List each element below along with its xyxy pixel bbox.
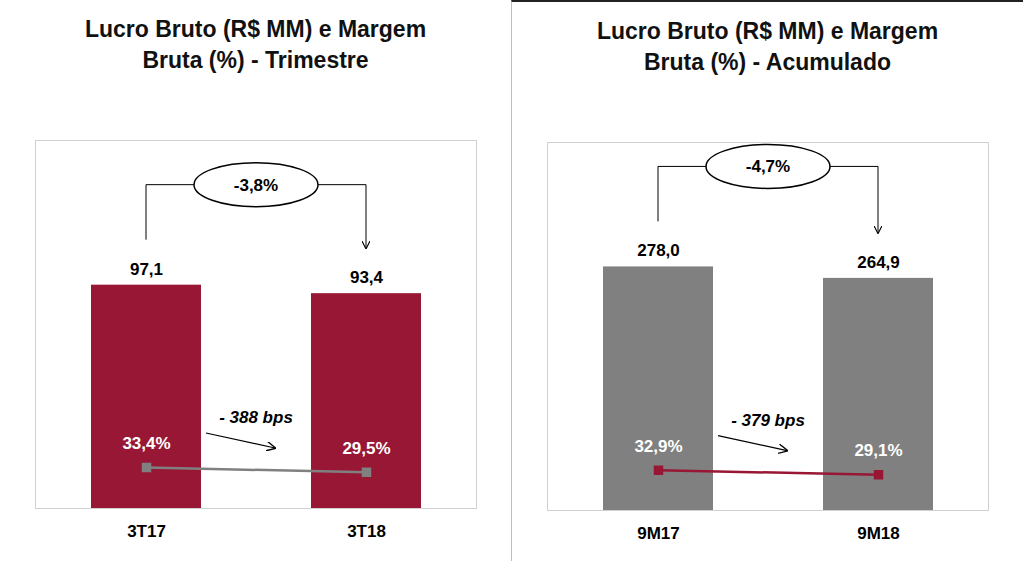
svg-text:32,9%: 32,9% [634, 437, 682, 456]
svg-text:264,9: 264,9 [857, 253, 900, 272]
svg-text:33,4%: 33,4% [122, 434, 170, 453]
html-text:Lucro Bruto (R$ MM) e Margem B: Lucro Bruto (R$ MM) e Margem Bruta (%) -… [84, 16, 427, 73]
svg-text:29,1%: 29,1% [854, 441, 902, 460]
svg-text:3T17: 3T17 [127, 522, 166, 541]
svg-text:-3,8%: -3,8% [234, 176, 278, 195]
svg-text:9M17: 9M17 [637, 524, 680, 543]
svg-text:93,4: 93,4 [350, 268, 384, 287]
svg-text:- 388 bps: - 388 bps [219, 408, 293, 427]
svg-text:97,1: 97,1 [130, 260, 163, 279]
svg-text:278,0: 278,0 [637, 241, 680, 260]
html-text:Lucro Bruto (R$ MM) e Margem B: Lucro Bruto (R$ MM) e Margem Bruta (%) -… [596, 18, 939, 75]
svg-text:29,5%: 29,5% [342, 439, 390, 458]
svg-text:3T18: 3T18 [347, 522, 386, 541]
svg-text:9M18: 9M18 [857, 524, 900, 543]
svg-text:-4,7%: -4,7% [746, 157, 790, 176]
svg-text:- 379 bps: - 379 bps [731, 411, 805, 430]
